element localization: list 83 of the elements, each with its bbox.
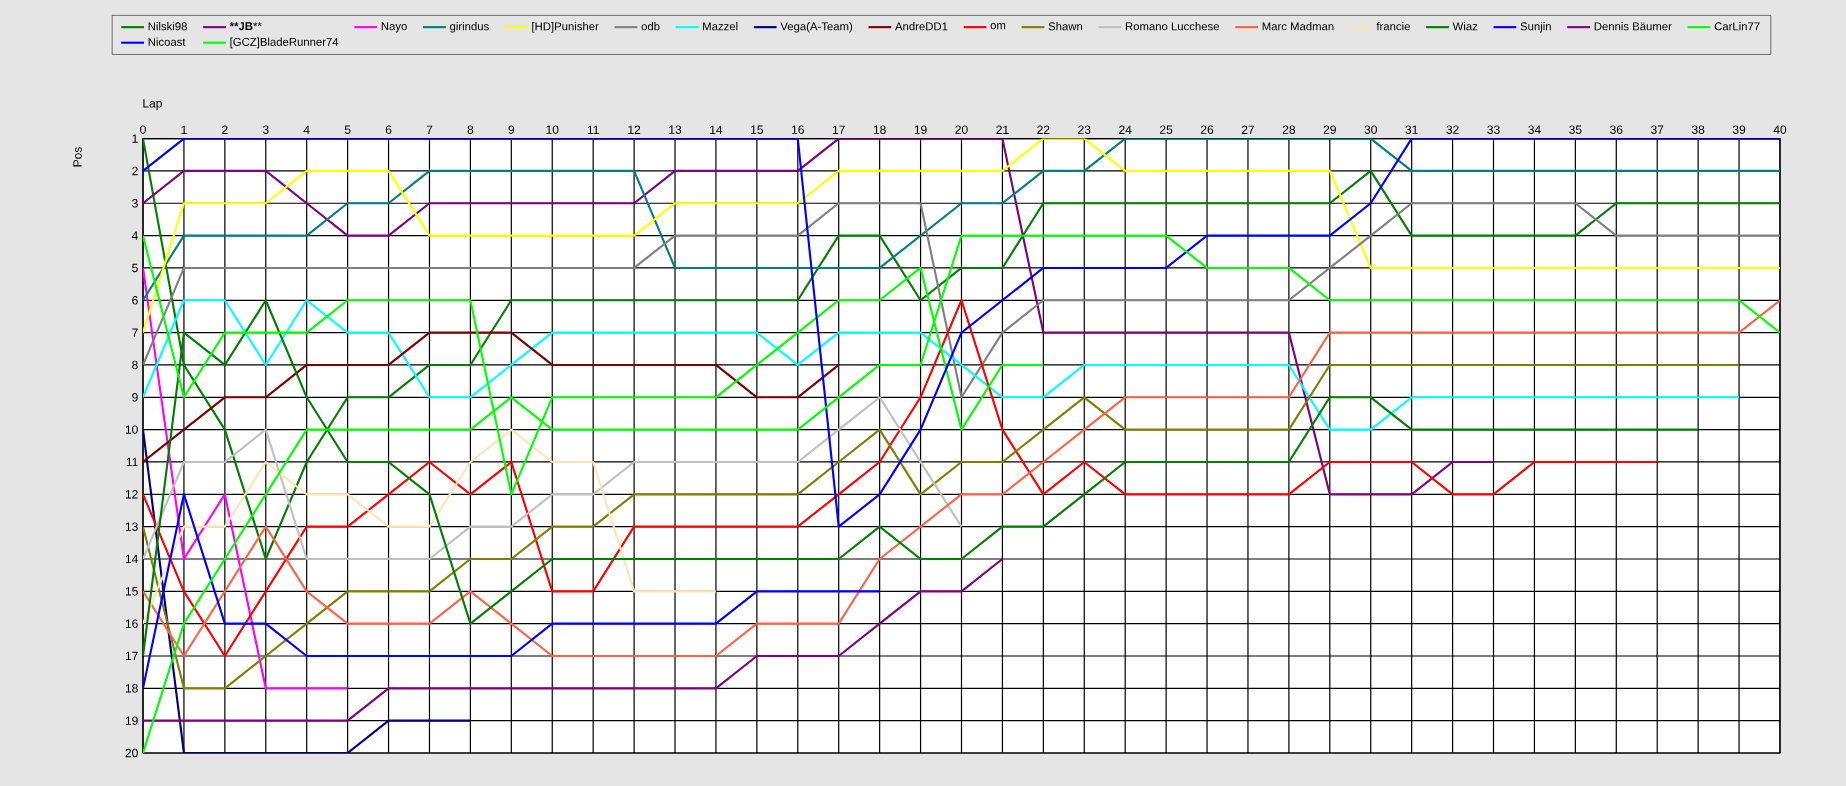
y-tick-label: 3 xyxy=(132,199,138,208)
x-tick-label: 34 xyxy=(1528,125,1541,134)
x-tick-label: 35 xyxy=(1569,125,1582,134)
legend-label: Shawn xyxy=(1048,22,1083,31)
y-tick-label: 11 xyxy=(126,457,138,467)
y-tick-label: 20 xyxy=(125,748,138,758)
y-tick-label: 18 xyxy=(125,684,138,693)
x-tick-label: 5 xyxy=(344,125,351,134)
x-tick-label: 10 xyxy=(546,125,559,134)
legend-label: Vega(A-Team) xyxy=(780,22,853,33)
x-tick-label: 4 xyxy=(303,125,310,134)
x-tick-label: 3 xyxy=(262,125,269,134)
x-tick-label: 6 xyxy=(385,125,392,134)
legend-label: om xyxy=(990,23,1006,30)
x-tick-label: 29 xyxy=(1323,125,1336,134)
x-tick-label: 1 xyxy=(181,125,187,134)
x-tick-label: 15 xyxy=(751,125,764,134)
y-tick-label: 7 xyxy=(132,328,138,337)
x-tick-label: 7 xyxy=(426,125,433,134)
legend-label: odb xyxy=(641,22,660,31)
y-tick-label: 12 xyxy=(125,490,138,499)
legend-label: Marc Madman xyxy=(1262,22,1334,31)
x-tick-label: 32 xyxy=(1446,125,1459,134)
x-tick-label: 24 xyxy=(1119,125,1132,134)
y-tick-label: 9 xyxy=(132,393,138,402)
y-tick-label: 6 xyxy=(132,296,138,305)
y-tick-label: 4 xyxy=(131,231,138,240)
x-tick-label: 40 xyxy=(1773,125,1787,134)
y-tick-label: 2 xyxy=(132,166,138,176)
x-tick-label: 12 xyxy=(628,125,641,134)
x-tick-label: 2 xyxy=(222,125,228,134)
y-tick-label: 1 xyxy=(132,134,138,143)
y-axis-title: Pos xyxy=(73,147,82,167)
x-axis-title: Lap xyxy=(143,99,162,110)
x-tick-label: 16 xyxy=(792,125,804,134)
x-tick-label: 27 xyxy=(1241,125,1255,134)
x-tick-label: 13 xyxy=(669,125,682,134)
y-tick-label: 14 xyxy=(125,554,138,564)
legend-label: Romano Lucchese xyxy=(1125,22,1219,31)
legend-label: Nayo xyxy=(381,22,407,33)
x-tick-label: 38 xyxy=(1691,125,1705,134)
x-tick-label: 0 xyxy=(140,125,146,134)
x-tick-label: 30 xyxy=(1364,125,1377,134)
y-tick-label: 5 xyxy=(132,263,138,273)
x-tick-label: 39 xyxy=(1732,125,1746,134)
x-tick-label: 17 xyxy=(832,125,845,134)
legend-label: Dennis Bäumer xyxy=(1594,22,1672,31)
legend-label: Sunjin xyxy=(1520,22,1551,33)
x-tick-label: 18 xyxy=(873,125,886,134)
y-tick-label: 15 xyxy=(125,587,138,596)
legend-label: CarLin77 xyxy=(1714,22,1760,31)
x-tick-label: 11 xyxy=(587,125,599,134)
legend-label: **JB** xyxy=(229,22,262,31)
x-tick-label: 14 xyxy=(710,125,723,134)
legend-label: Wiaz xyxy=(1452,22,1478,31)
legend-label: Nilski98 xyxy=(148,22,187,31)
legend-label: [GCZ]BladeRunner74 xyxy=(230,37,339,49)
legend-label: [HD]Punisher xyxy=(532,22,599,33)
x-tick-label: 36 xyxy=(1610,125,1623,134)
x-tick-label: 19 xyxy=(914,125,927,134)
x-tick-label: 22 xyxy=(1037,125,1050,134)
legend-label: Nicoast xyxy=(148,37,186,46)
legend-label: Mazzel xyxy=(703,22,738,31)
legend-label: AndreDD1 xyxy=(895,22,948,31)
x-tick-label: 31 xyxy=(1405,125,1418,134)
x-tick-label: 25 xyxy=(1160,125,1173,134)
x-tick-label: 21 xyxy=(996,125,1009,134)
legend-label: girindus xyxy=(450,22,489,33)
x-tick-label: 28 xyxy=(1282,125,1296,134)
x-tick-label: 8 xyxy=(467,125,474,134)
legend-label: francie xyxy=(1376,22,1410,31)
x-tick-label: 33 xyxy=(1487,125,1500,134)
x-tick-label: 37 xyxy=(1650,125,1664,134)
x-tick-label: 20 xyxy=(955,125,968,134)
x-tick-label: 23 xyxy=(1078,125,1091,134)
y-tick-label: 16 xyxy=(125,619,138,628)
x-tick-label: 26 xyxy=(1200,125,1214,134)
y-tick-label: 8 xyxy=(132,360,138,370)
y-tick-label: 17 xyxy=(125,651,138,661)
y-tick-label: 10 xyxy=(125,425,138,434)
x-tick-label: 9 xyxy=(508,125,515,134)
y-tick-label: 13 xyxy=(125,522,138,531)
y-tick-label: 19 xyxy=(125,716,138,725)
